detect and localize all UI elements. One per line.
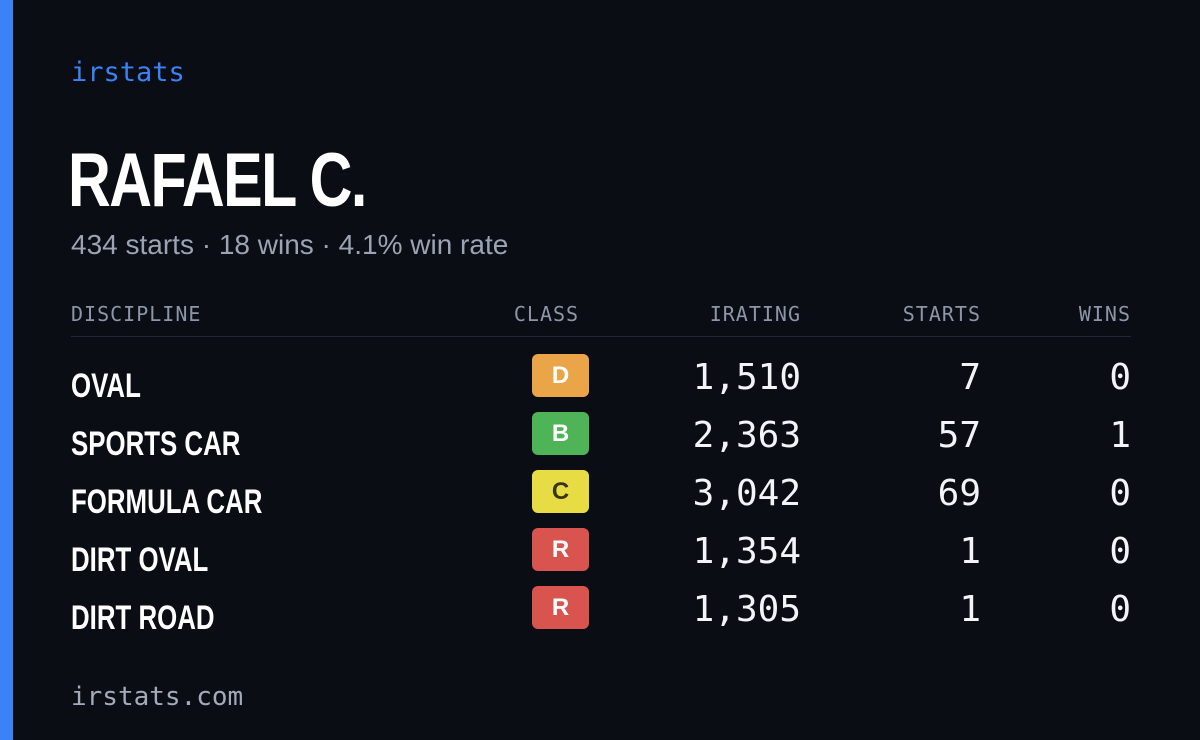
table-row: OVAL D 1,510 7 0	[71, 354, 1131, 412]
discipline-name: OVAL	[71, 367, 141, 405]
table-row: SPORTS CAR B 2,363 57 1	[71, 412, 1131, 470]
wins-value: 0	[1109, 531, 1131, 572]
class-badge: R	[532, 586, 589, 629]
header-class: CLASS	[513, 302, 580, 326]
starts-value: 1	[959, 589, 981, 630]
discipline-name: SPORTS CAR	[71, 425, 241, 463]
irating-value: 2,363	[692, 415, 801, 456]
starts-value: 57	[937, 415, 981, 456]
player-summary: 434 starts · 18 wins · 4.1% win rate	[71, 229, 509, 260]
table-row: FORMULA CAR C 3,042 69 0	[71, 470, 1131, 528]
wins-value: 1	[1109, 415, 1131, 456]
discipline-name: DIRT ROAD	[71, 599, 215, 637]
header-discipline: DISCIPLINE	[71, 302, 202, 326]
discipline-name: DIRT OVAL	[71, 541, 209, 579]
header-starts: STARTS	[902, 302, 981, 326]
header-irating: IRATING	[709, 302, 801, 326]
starts-value: 1	[959, 531, 981, 572]
table-header: DISCIPLINE CLASS IRATING STARTS WINS	[71, 296, 1131, 337]
header-wins: WINS	[1078, 302, 1131, 326]
accent-bar	[0, 0, 13, 740]
class-badge: C	[532, 470, 589, 513]
irating-value: 1,305	[692, 589, 801, 630]
footer-url: irstats.com	[71, 682, 244, 712]
player-name: RAFAEL C.	[68, 138, 367, 223]
class-badge: R	[532, 528, 589, 571]
starts-value: 7	[959, 357, 981, 398]
irating-value: 1,354	[692, 531, 801, 572]
wins-value: 0	[1109, 589, 1131, 630]
table-row: DIRT ROAD R 1,305 1 0	[71, 586, 1131, 644]
table-row: DIRT OVAL R 1,354 1 0	[71, 528, 1131, 586]
stats-table: DISCIPLINE CLASS IRATING STARTS WINS OVA…	[71, 296, 1131, 637]
discipline-name: FORMULA CAR	[71, 483, 263, 521]
wins-value: 0	[1109, 473, 1131, 514]
starts-value: 69	[937, 473, 981, 514]
brand-logo: irstats	[71, 57, 185, 88]
irating-value: 1,510	[692, 357, 801, 398]
class-badge: B	[532, 412, 589, 455]
class-badge: D	[532, 354, 589, 397]
wins-value: 0	[1109, 357, 1131, 398]
irating-value: 3,042	[692, 473, 801, 514]
